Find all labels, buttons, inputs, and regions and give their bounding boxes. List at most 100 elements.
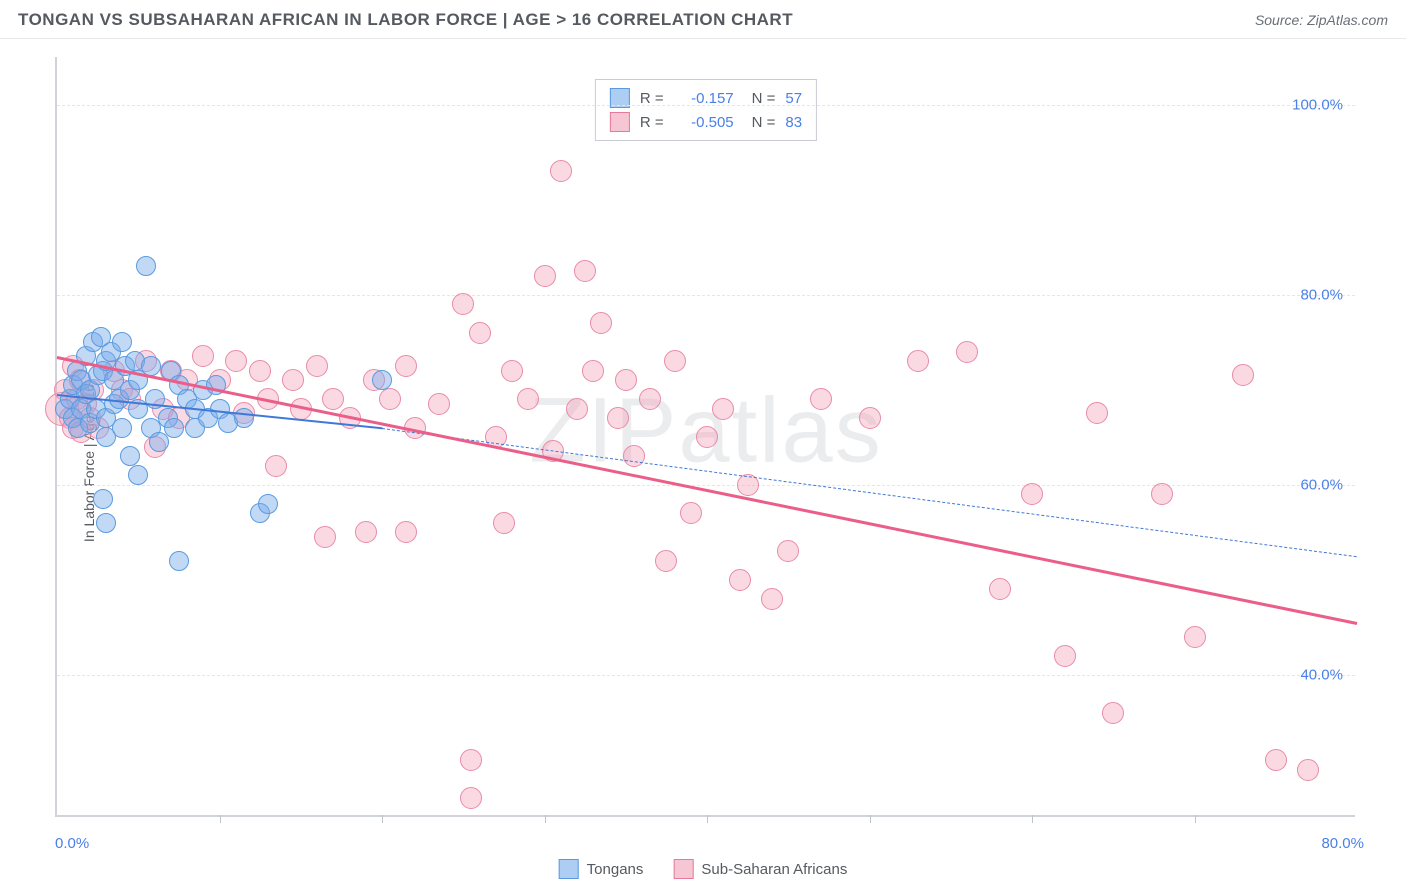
header: TONGAN VS SUBSAHARAN AFRICAN IN LABOR FO… bbox=[0, 0, 1406, 39]
data-point-tongans bbox=[164, 418, 184, 438]
data-point-subsaharan bbox=[664, 350, 686, 372]
data-point-subsaharan bbox=[493, 512, 515, 534]
y-tick-label: 80.0% bbox=[1300, 286, 1343, 303]
data-point-subsaharan bbox=[306, 355, 328, 377]
data-point-subsaharan bbox=[810, 388, 832, 410]
legend-item-subsaharan: Sub-Saharan Africans bbox=[673, 859, 847, 879]
data-point-subsaharan bbox=[1021, 483, 1043, 505]
y-tick-label: 40.0% bbox=[1300, 666, 1343, 683]
data-point-subsaharan bbox=[1265, 749, 1287, 771]
data-point-subsaharan bbox=[655, 550, 677, 572]
x-tick bbox=[1195, 815, 1196, 823]
data-point-subsaharan bbox=[566, 398, 588, 420]
data-point-subsaharan bbox=[607, 407, 629, 429]
data-point-tongans bbox=[234, 408, 254, 428]
data-point-subsaharan bbox=[696, 426, 718, 448]
source-prefix: Source: bbox=[1255, 12, 1307, 28]
data-point-tongans bbox=[112, 332, 132, 352]
data-point-subsaharan bbox=[680, 502, 702, 524]
chart-container: In Labor Force | Age > 16 ZIPatlas R = -… bbox=[0, 39, 1406, 887]
legend-item-tongans: Tongans bbox=[559, 859, 644, 879]
y-tick-label: 60.0% bbox=[1300, 476, 1343, 493]
data-point-subsaharan bbox=[550, 160, 572, 182]
data-point-subsaharan bbox=[761, 588, 783, 610]
plot-area: ZIPatlas R = -0.157 N = 57 R = -0.505 N … bbox=[55, 57, 1355, 817]
x-tick bbox=[1032, 815, 1033, 823]
trend-line bbox=[382, 428, 1357, 557]
correlation-legend: R = -0.157 N = 57 R = -0.505 N = 83 bbox=[595, 79, 817, 141]
data-point-subsaharan bbox=[460, 749, 482, 771]
data-point-tongans bbox=[96, 513, 116, 533]
data-point-subsaharan bbox=[582, 360, 604, 382]
n-value-subsaharan: 83 bbox=[785, 114, 802, 131]
data-point-subsaharan bbox=[1184, 626, 1206, 648]
gridline bbox=[57, 105, 1355, 106]
gridline bbox=[57, 675, 1355, 676]
swatch-subsaharan bbox=[610, 112, 630, 132]
data-point-subsaharan bbox=[225, 350, 247, 372]
x-tick-max: 80.0% bbox=[1321, 835, 1364, 852]
r-label: R = bbox=[640, 114, 664, 131]
swatch-subsaharan bbox=[673, 859, 693, 879]
data-point-subsaharan bbox=[192, 345, 214, 367]
data-point-subsaharan bbox=[501, 360, 523, 382]
data-point-subsaharan bbox=[712, 398, 734, 420]
data-point-subsaharan bbox=[859, 407, 881, 429]
x-tick bbox=[382, 815, 383, 823]
data-point-subsaharan bbox=[907, 350, 929, 372]
data-point-subsaharan bbox=[639, 388, 661, 410]
data-point-subsaharan bbox=[469, 322, 491, 344]
data-point-subsaharan bbox=[282, 369, 304, 391]
data-point-subsaharan bbox=[379, 388, 401, 410]
data-point-subsaharan bbox=[314, 526, 336, 548]
data-point-subsaharan bbox=[615, 369, 637, 391]
data-point-subsaharan bbox=[395, 521, 417, 543]
data-point-subsaharan bbox=[574, 260, 596, 282]
legend-row-tongans: R = -0.157 N = 57 bbox=[610, 86, 802, 110]
data-point-subsaharan bbox=[1102, 702, 1124, 724]
data-point-subsaharan bbox=[517, 388, 539, 410]
data-point-subsaharan bbox=[460, 787, 482, 809]
data-point-subsaharan bbox=[1297, 759, 1319, 781]
legend-label-tongans: Tongans bbox=[587, 861, 644, 878]
data-point-subsaharan bbox=[395, 355, 417, 377]
data-point-subsaharan bbox=[956, 341, 978, 363]
data-point-subsaharan bbox=[623, 445, 645, 467]
data-point-tongans bbox=[112, 418, 132, 438]
x-tick-min: 0.0% bbox=[55, 835, 89, 852]
data-point-tongans bbox=[258, 494, 278, 514]
data-point-subsaharan bbox=[777, 540, 799, 562]
data-point-tongans bbox=[93, 489, 113, 509]
x-tick bbox=[545, 815, 546, 823]
n-label: N = bbox=[752, 114, 776, 131]
legend-row-subsaharan: R = -0.505 N = 83 bbox=[610, 110, 802, 134]
data-point-subsaharan bbox=[452, 293, 474, 315]
data-point-subsaharan bbox=[1054, 645, 1076, 667]
data-point-subsaharan bbox=[265, 455, 287, 477]
r-value-subsaharan: -0.505 bbox=[674, 114, 734, 131]
data-point-subsaharan bbox=[249, 360, 271, 382]
x-tick bbox=[220, 815, 221, 823]
data-point-subsaharan bbox=[989, 578, 1011, 600]
data-point-subsaharan bbox=[428, 393, 450, 415]
data-point-tongans bbox=[372, 370, 392, 390]
x-tick bbox=[707, 815, 708, 823]
swatch-tongans bbox=[559, 859, 579, 879]
data-point-subsaharan bbox=[534, 265, 556, 287]
legend-label-subsaharan: Sub-Saharan Africans bbox=[701, 861, 847, 878]
data-point-tongans bbox=[128, 465, 148, 485]
data-point-tongans bbox=[136, 256, 156, 276]
source-attribution: Source: ZipAtlas.com bbox=[1255, 12, 1388, 28]
data-point-subsaharan bbox=[1151, 483, 1173, 505]
data-point-tongans bbox=[141, 356, 161, 376]
data-point-subsaharan bbox=[590, 312, 612, 334]
data-point-tongans bbox=[169, 551, 189, 571]
x-tick bbox=[870, 815, 871, 823]
data-point-subsaharan bbox=[355, 521, 377, 543]
gridline bbox=[57, 295, 1355, 296]
data-point-subsaharan bbox=[1232, 364, 1254, 386]
data-point-subsaharan bbox=[322, 388, 344, 410]
source-name: ZipAtlas.com bbox=[1307, 12, 1388, 28]
chart-title: TONGAN VS SUBSAHARAN AFRICAN IN LABOR FO… bbox=[18, 10, 793, 30]
y-tick-label: 100.0% bbox=[1292, 96, 1343, 113]
